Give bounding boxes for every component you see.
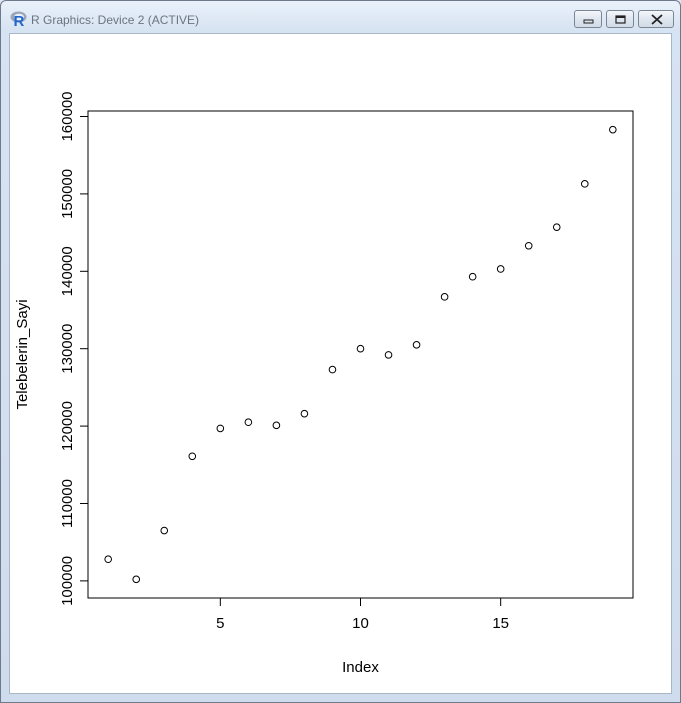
data-point [412,341,421,349]
data-point [160,526,169,535]
data-point [328,365,337,374]
scatter-plot: 5 10 15 100000 110000 120000 130000 140000 1500… [14,91,634,676]
minimize-button[interactable] [574,10,602,28]
r-logo-icon: R [10,11,27,27]
data-point [468,272,477,281]
data-point [216,424,225,433]
plot-area: 5 10 15 100000 110000 120000 130000 140000 1500… [9,33,672,694]
close-button[interactable] [638,10,674,28]
data-point [440,293,449,301]
close-icon [651,14,663,25]
y-axis-label: Telebelerin_Sayi [14,299,31,409]
y-tick-label: 120000 [59,401,76,451]
data-point [496,265,505,273]
y-tick-label: 110000 [59,479,76,528]
x-tick-label: 5 [216,615,224,632]
data-point [609,125,617,134]
data-point [244,418,253,427]
data-point [552,223,561,231]
y-tick-label: 140000 [59,246,76,296]
data-point [272,421,281,430]
data-point [104,555,112,564]
y-tick-label: 160000 [59,91,76,141]
data-point [384,351,393,359]
data-point [524,241,533,250]
data-point [188,452,197,461]
restore-button[interactable] [606,10,634,28]
title-bar[interactable]: R R Graphics: Device 2 (ACTIVE) [1,1,680,35]
data-point [132,575,141,584]
restore-icon [615,15,626,24]
data-point [300,409,309,418]
x-tick-label: 10 [352,615,369,632]
svg-text:R: R [14,13,25,27]
window-title: R Graphics: Device 2 (ACTIVE) [31,13,200,27]
y-tick-label: 100000 [59,556,76,606]
minimize-icon [583,19,594,24]
y-tick-label: 150000 [59,169,76,219]
plot-frame [87,110,634,599]
data-point [356,344,365,353]
y-tick-label: 130000 [59,324,76,374]
x-axis-label: Index [342,659,379,676]
data-point [580,180,589,188]
x-tick-label: 15 [492,615,509,632]
